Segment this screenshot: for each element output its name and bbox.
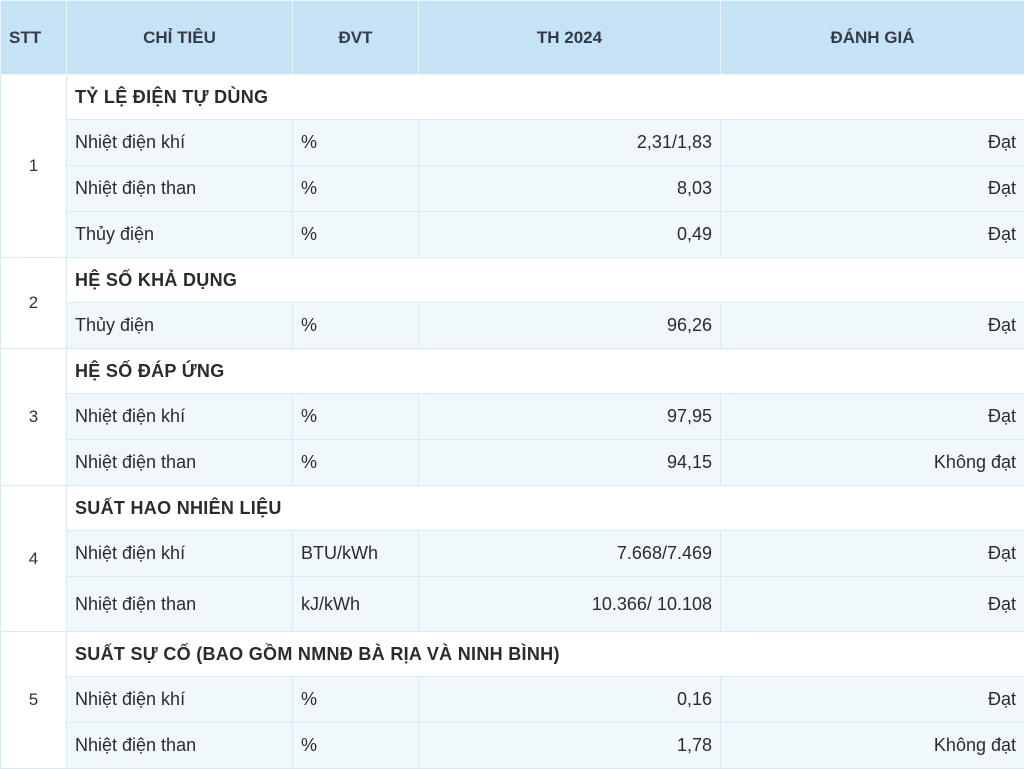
row-eval: Đạt [721, 212, 1024, 258]
table-row: Nhiệt điện than kJ/kWh 10.366/ 10.108 Đạ… [1, 577, 1024, 632]
group-row: 4 SUẤT HAO NHIÊN LIỆU [1, 486, 1024, 531]
row-eval: Đạt [721, 531, 1024, 577]
row-eval: Đạt [721, 577, 1024, 632]
row-name: Nhiệt điện than [67, 577, 293, 632]
header-chi-tieu: CHỈ TIÊU [67, 1, 293, 75]
group-title: HỆ SỐ ĐÁP ỨNG [67, 349, 1024, 394]
row-name: Thủy điện [67, 212, 293, 258]
row-eval: Đạt [721, 166, 1024, 212]
table-row: Nhiệt điện khí % 97,95 Đạt [1, 394, 1024, 440]
header-dvt: ĐVT [293, 1, 419, 75]
row-name: Nhiệt điện than [67, 723, 293, 769]
group-number: 4 [1, 486, 67, 632]
group-number: 2 [1, 258, 67, 349]
header-th2024: TH 2024 [419, 1, 721, 75]
group-row: 1 TỶ LỆ ĐIỆN TỰ DÙNG [1, 75, 1024, 120]
group-title: HỆ SỐ KHẢ DỤNG [67, 258, 1024, 303]
row-unit: % [293, 677, 419, 723]
row-name: Nhiệt điện than [67, 440, 293, 486]
row-unit: kJ/kWh [293, 577, 419, 632]
header-row: STT CHỈ TIÊU ĐVT TH 2024 ĐÁNH GIÁ [1, 1, 1024, 75]
row-value: 2,31/1,83 [419, 120, 721, 166]
row-value: 0,16 [419, 677, 721, 723]
row-unit: % [293, 120, 419, 166]
row-eval: Đạt [721, 677, 1024, 723]
group-number: 5 [1, 632, 67, 769]
header-stt: STT [1, 1, 67, 75]
row-eval: Đạt [721, 303, 1024, 349]
row-value: 10.366/ 10.108 [419, 577, 721, 632]
header-danh-gia: ĐÁNH GIÁ [721, 1, 1024, 75]
row-unit: % [293, 394, 419, 440]
row-value: 8,03 [419, 166, 721, 212]
table-row: Nhiệt điện than % 1,78 Không đạt [1, 723, 1024, 769]
group-title: SUẤT HAO NHIÊN LIỆU [67, 486, 1024, 531]
group-row: 3 HỆ SỐ ĐÁP ỨNG [1, 349, 1024, 394]
row-unit: BTU/kWh [293, 531, 419, 577]
row-unit: % [293, 166, 419, 212]
group-row: 2 HỆ SỐ KHẢ DỤNG [1, 258, 1024, 303]
table-row: Thủy điện % 96,26 Đạt [1, 303, 1024, 349]
group-number: 1 [1, 75, 67, 258]
table-row: Thủy điện % 0,49 Đạt [1, 212, 1024, 258]
row-name: Nhiệt điện khí [67, 677, 293, 723]
row-name: Nhiệt điện khí [67, 531, 293, 577]
table-row: Nhiệt điện khí % 2,31/1,83 Đạt [1, 120, 1024, 166]
table-row: Nhiệt điện khí % 0,16 Đạt [1, 677, 1024, 723]
group-title: SUẤT SỰ CỐ (BAO GỒM NMNĐ BÀ RỊA VÀ NINH … [67, 632, 1024, 677]
group-row: 5 SUẤT SỰ CỐ (BAO GỒM NMNĐ BÀ RỊA VÀ NIN… [1, 632, 1024, 677]
table-row: Nhiệt điện khí BTU/kWh 7.668/7.469 Đạt [1, 531, 1024, 577]
row-unit: % [293, 212, 419, 258]
row-name: Thủy điện [67, 303, 293, 349]
row-value: 7.668/7.469 [419, 531, 721, 577]
row-unit: % [293, 723, 419, 769]
row-value: 96,26 [419, 303, 721, 349]
row-value: 94,15 [419, 440, 721, 486]
row-unit: % [293, 303, 419, 349]
group-title: TỶ LỆ ĐIỆN TỰ DÙNG [67, 75, 1024, 120]
row-eval: Không đạt [721, 723, 1024, 769]
row-eval: Đạt [721, 394, 1024, 440]
row-eval: Đạt [721, 120, 1024, 166]
table-row: Nhiệt điện than % 94,15 Không đạt [1, 440, 1024, 486]
group-number: 3 [1, 349, 67, 486]
row-name: Nhiệt điện than [67, 166, 293, 212]
row-value: 97,95 [419, 394, 721, 440]
row-name: Nhiệt điện khí [67, 394, 293, 440]
row-value: 0,49 [419, 212, 721, 258]
row-eval: Không đạt [721, 440, 1024, 486]
row-name: Nhiệt điện khí [67, 120, 293, 166]
row-unit: % [293, 440, 419, 486]
table-row: Nhiệt điện than % 8,03 Đạt [1, 166, 1024, 212]
row-value: 1,78 [419, 723, 721, 769]
